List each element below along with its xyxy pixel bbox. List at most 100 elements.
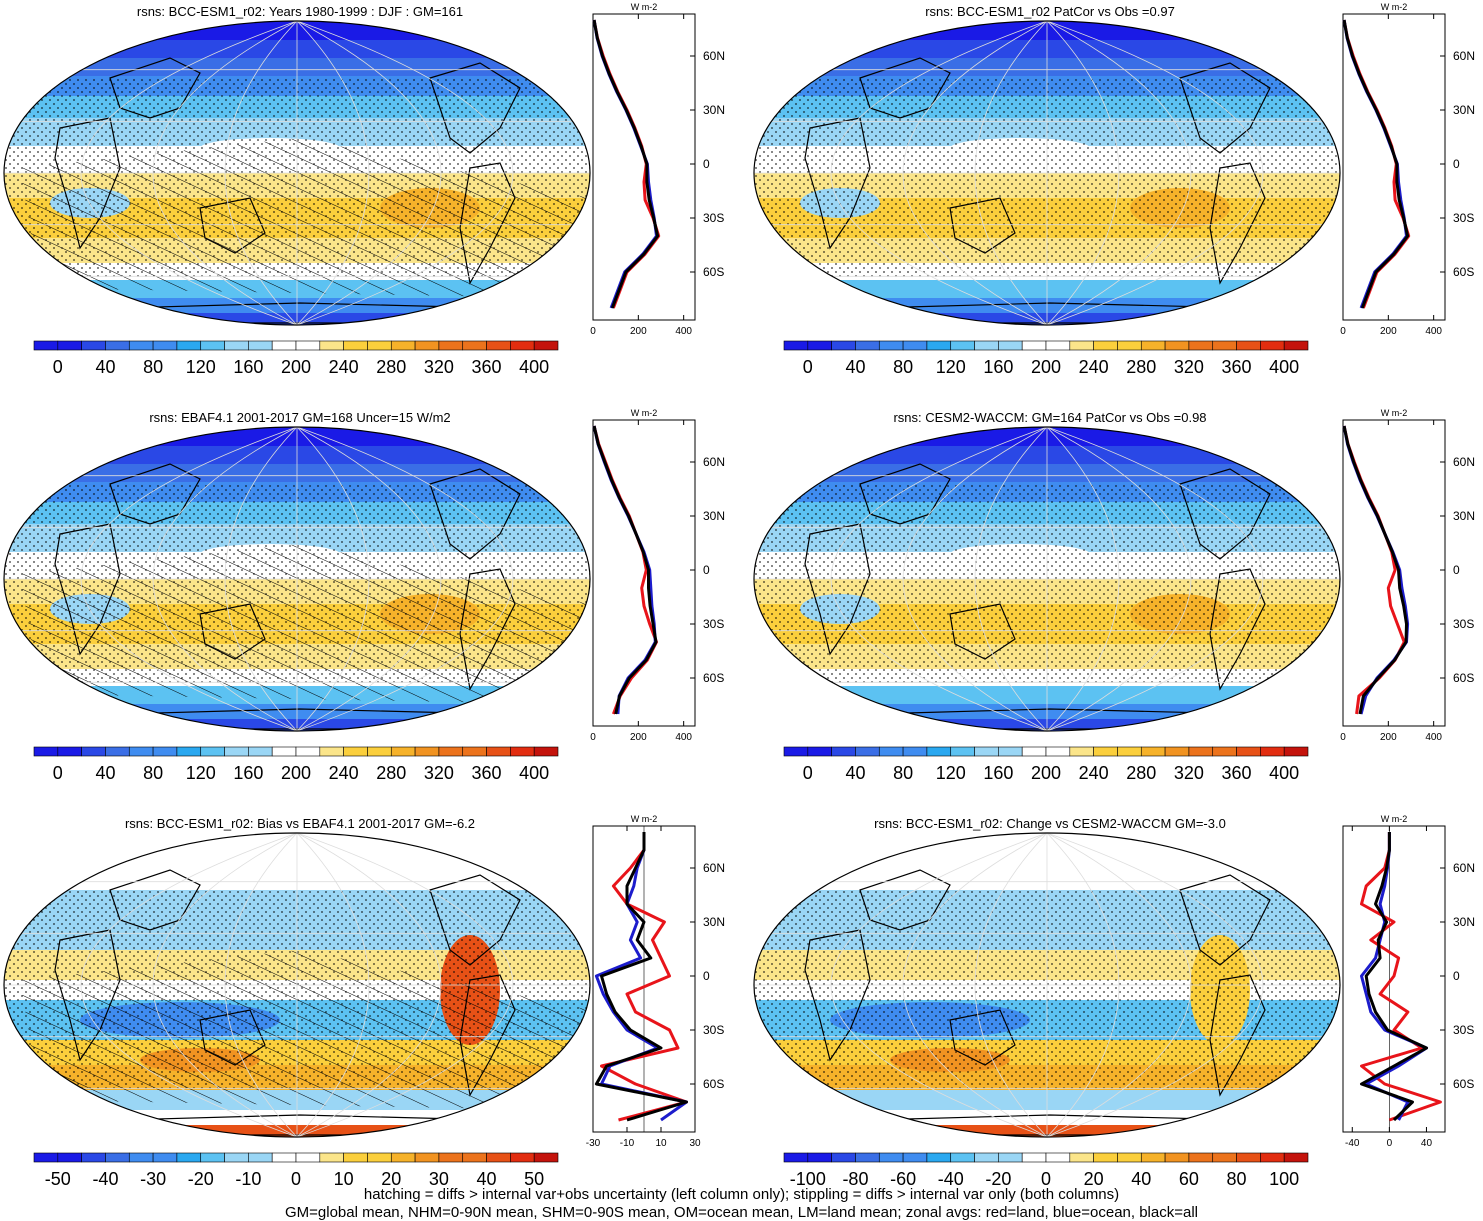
colorbar-box bbox=[1283, 746, 1309, 757]
colorbar-tick-label: 120 bbox=[186, 763, 216, 783]
colorbar-box bbox=[855, 746, 880, 757]
colorbar-box bbox=[248, 746, 273, 757]
colorbar-box bbox=[176, 340, 202, 351]
colorbar-box bbox=[831, 340, 856, 351]
colorbar-box bbox=[57, 340, 82, 351]
zonal-lat-tick: 30S bbox=[703, 211, 724, 225]
colorbar: -50 -40 -30 -20 -10 0 10 20 30 40 50 bbox=[33, 1152, 559, 1189]
zonal-mean-plot: W m-2 60N 30N 0 30S 60S 0 200 400 bbox=[590, 408, 725, 743]
colorbar-tick-label: -60 bbox=[890, 1169, 916, 1189]
colorbar-tick-label: 360 bbox=[472, 357, 502, 377]
world-map bbox=[3, 20, 591, 326]
zonal-lat-tick: 30N bbox=[703, 103, 725, 117]
colorbar-tick-label: 0 bbox=[803, 357, 813, 377]
zonal-x-tick: 200 bbox=[630, 326, 647, 337]
lat-band bbox=[4, 719, 590, 731]
lat-band bbox=[754, 298, 1340, 313]
lat-band bbox=[4, 446, 590, 464]
zonal-lat-tick: 0 bbox=[1453, 969, 1460, 983]
colorbar-box bbox=[105, 340, 130, 351]
zonal-lat-tick: 60S bbox=[1453, 1077, 1474, 1091]
colorbar-box bbox=[438, 746, 464, 757]
zonal-unit-label: W m-2 bbox=[631, 814, 658, 824]
zonal-line-all bbox=[594, 832, 688, 1122]
colorbar-box bbox=[176, 746, 202, 757]
colorbar-tick-label: 40 bbox=[95, 763, 115, 783]
colorbar-box bbox=[128, 340, 154, 351]
colorbar-box bbox=[533, 746, 559, 757]
zonal-x-tick: -30 bbox=[586, 1138, 601, 1149]
zonal-x-tick: 0 bbox=[1340, 326, 1346, 337]
map-panel-1: rsns: BCC-ESM1_r02: Years 1980-1999 : DJ… bbox=[0, 0, 740, 405]
colorbar-box bbox=[1117, 1152, 1142, 1163]
panel-title: rsns: EBAF4.1 2001-2017 GM=168 Uncer=15 … bbox=[149, 410, 451, 425]
colorbar-box bbox=[878, 340, 904, 351]
colorbar-box bbox=[81, 340, 106, 351]
zonal-line-all bbox=[1342, 19, 1410, 309]
zonal-lat-tick: 60N bbox=[703, 49, 725, 63]
zonal-lat-tick: 0 bbox=[703, 157, 710, 171]
colorbar-box bbox=[1045, 340, 1071, 351]
lat-band bbox=[754, 704, 1340, 719]
zonal-x-tick: 40 bbox=[1421, 1138, 1433, 1149]
footer-line-1: hatching = diffs > internal var+obs unce… bbox=[363, 1186, 1120, 1203]
colorbar-tick-label: 40 bbox=[95, 357, 115, 377]
zonal-mean-plot: W m-2 60N 30N 0 30S 60S -30 -10 10 30 bbox=[586, 814, 725, 1149]
colorbar-box bbox=[33, 1152, 59, 1163]
zonal-mean-plot: W m-2 60N 30N 0 30S 60S -40 0 40 bbox=[1342, 814, 1475, 1149]
colorbar-tick-label: 120 bbox=[936, 357, 966, 377]
zonal-unit-label: W m-2 bbox=[631, 2, 658, 12]
lat-band bbox=[754, 1110, 1340, 1125]
lat-band bbox=[4, 464, 590, 482]
lat-band bbox=[754, 686, 1340, 704]
colorbar-tick-label: 240 bbox=[1079, 357, 1109, 377]
colorbar-box bbox=[271, 340, 297, 351]
zonal-x-tick: 200 bbox=[1380, 732, 1397, 743]
colorbar-box bbox=[807, 746, 832, 757]
zonal-line-all bbox=[1360, 832, 1428, 1122]
colorbar: -100 -80 -60 -40 -20 0 20 40 60 80 100 bbox=[783, 1152, 1309, 1189]
colorbar-box bbox=[533, 340, 559, 351]
colorbar-box bbox=[974, 746, 999, 757]
colorbar-tick-label: 80 bbox=[893, 357, 913, 377]
colorbar-box bbox=[1045, 746, 1071, 757]
zonal-x-tick: -10 bbox=[620, 1138, 635, 1149]
colorbar-box bbox=[1283, 1152, 1309, 1163]
colorbar-tick-label: 0 bbox=[1041, 1169, 1051, 1189]
colorbar-tick-label: 400 bbox=[519, 763, 549, 783]
colorbar-box bbox=[57, 1152, 82, 1163]
colorbar-box bbox=[510, 1152, 535, 1163]
colorbar-tick-label: 120 bbox=[936, 763, 966, 783]
zonal-lat-tick: 60N bbox=[1453, 49, 1475, 63]
colorbar-tick-label: 80 bbox=[143, 357, 163, 377]
zonal-mean-plot: W m-2 60N 30N 0 30S 60S 0 200 400 bbox=[1340, 2, 1475, 337]
colorbar-box bbox=[224, 746, 249, 757]
zonal-x-tick: 0 bbox=[590, 732, 596, 743]
colorbar-box bbox=[367, 1152, 392, 1163]
colorbar-box bbox=[295, 746, 321, 757]
footer-line-2: GM=global mean, NHM=0-90N mean, SHM=0-90… bbox=[284, 1204, 1198, 1221]
colorbar-box bbox=[998, 340, 1023, 351]
zonal-x-tick: 0 bbox=[1340, 732, 1346, 743]
colorbar-box bbox=[1164, 746, 1190, 757]
colorbar-tick-label: 240 bbox=[329, 357, 359, 377]
colorbar-box bbox=[271, 746, 297, 757]
colorbar-box bbox=[248, 1152, 273, 1163]
colorbar-box bbox=[152, 340, 178, 351]
colorbar-box bbox=[1260, 1152, 1285, 1163]
colorbar-box bbox=[295, 340, 321, 351]
colorbar-box bbox=[57, 746, 82, 757]
colorbar-box bbox=[1212, 340, 1237, 351]
panel-title: rsns: BCC-ESM1_r02: Bias vs EBAF4.1 2001… bbox=[124, 816, 476, 831]
colorbar-box bbox=[1140, 746, 1166, 757]
lat-band bbox=[4, 40, 590, 58]
colorbar-box bbox=[510, 340, 535, 351]
colorbar-tick-label: 400 bbox=[1269, 357, 1299, 377]
colorbar-box bbox=[152, 1152, 178, 1163]
map-panel-6: rsns: BCC-ESM1_r02: Change vs CESM2-WACC… bbox=[750, 812, 1483, 1217]
colorbar-box bbox=[486, 1152, 511, 1163]
colorbar-box bbox=[33, 746, 59, 757]
colorbar-box bbox=[1212, 1152, 1237, 1163]
map-panel-3: rsns: EBAF4.1 2001-2017 GM=168 Uncer=15 … bbox=[0, 406, 740, 811]
zonal-x-tick: -40 bbox=[1345, 1138, 1360, 1149]
